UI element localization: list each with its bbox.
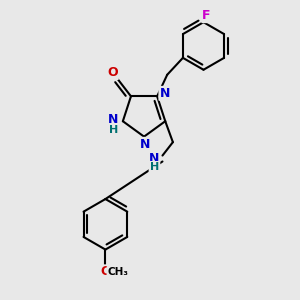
Text: N: N [140, 138, 151, 151]
Text: N: N [108, 113, 118, 126]
Text: F: F [202, 9, 211, 22]
Text: N: N [149, 152, 159, 165]
Text: H: H [109, 124, 118, 134]
Text: O: O [107, 66, 118, 79]
Text: O: O [100, 266, 111, 278]
Text: H: H [149, 162, 159, 172]
Text: CH₃: CH₃ [107, 267, 128, 277]
Text: N: N [159, 87, 170, 100]
